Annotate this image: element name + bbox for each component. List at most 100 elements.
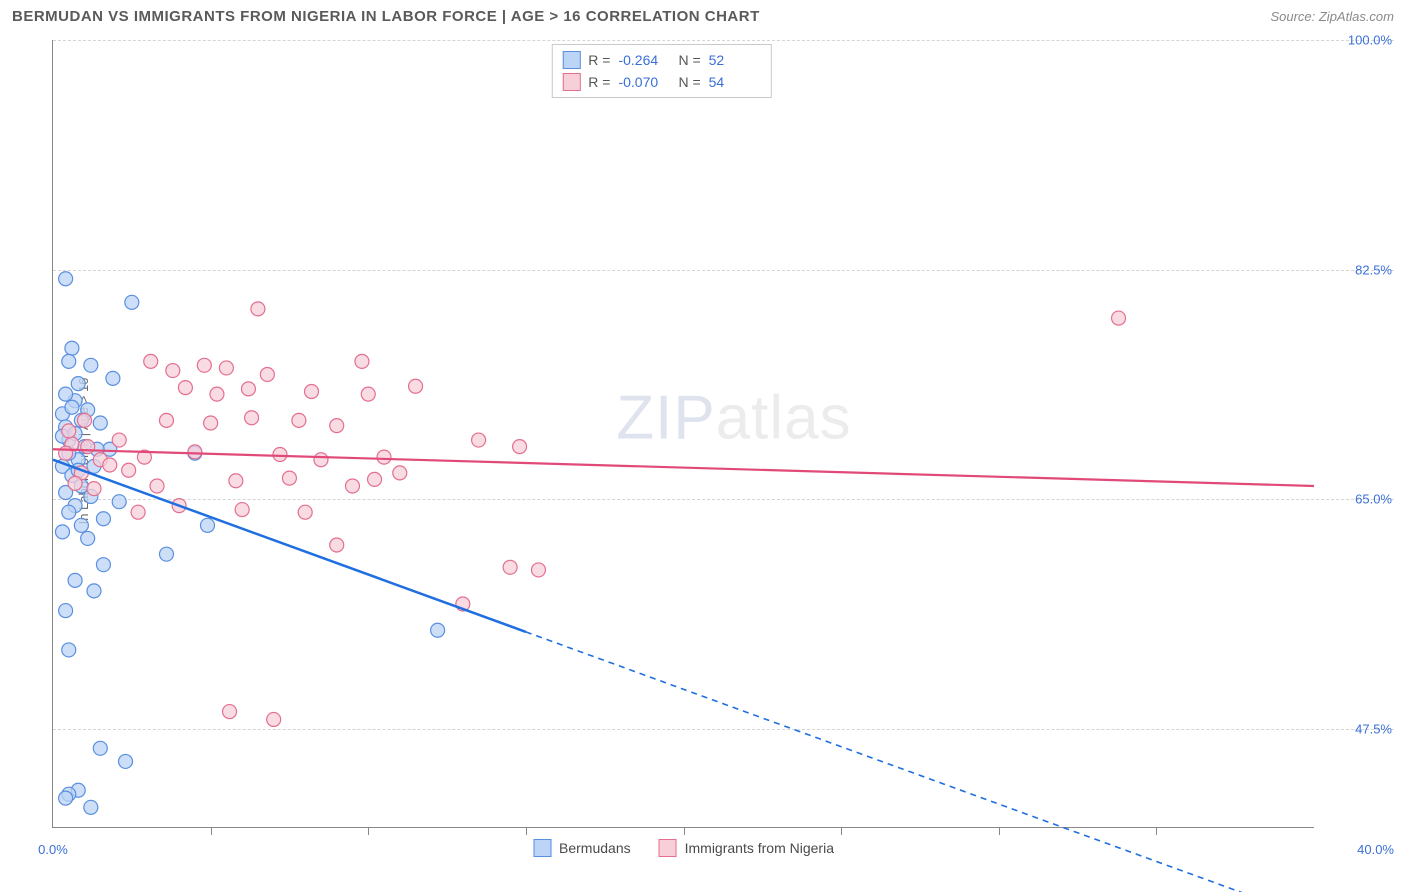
scatter-point-nigeria <box>188 445 202 459</box>
legend-label-bermudans: Bermudans <box>559 840 631 856</box>
scatter-point-nigeria <box>409 379 423 393</box>
scatter-point-nigeria <box>298 505 312 519</box>
legend-swatch-nigeria-icon <box>659 839 677 857</box>
scatter-point-nigeria <box>267 712 281 726</box>
scatter-point-bermudans <box>62 354 76 368</box>
scatter-point-nigeria <box>103 458 117 472</box>
scatter-point-bermudans <box>112 495 126 509</box>
r-value-nigeria: -0.070 <box>618 74 670 90</box>
stats-row-bermudans: R = -0.264 N = 52 <box>562 49 760 71</box>
scatter-point-nigeria <box>131 505 145 519</box>
scatter-point-bermudans <box>68 573 82 587</box>
scatter-point-nigeria <box>59 446 73 460</box>
scatter-point-nigeria <box>210 387 224 401</box>
x-tick <box>841 827 842 835</box>
scatter-point-nigeria <box>531 563 545 577</box>
scatter-point-nigeria <box>282 471 296 485</box>
scatter-point-nigeria <box>223 705 237 719</box>
chart-title: BERMUDAN VS IMMIGRANTS FROM NIGERIA IN L… <box>12 8 760 25</box>
scatter-point-nigeria <box>87 482 101 496</box>
source-prefix: Source: <box>1270 9 1318 24</box>
scatter-point-bermudans <box>65 341 79 355</box>
n-value-bermudans: 52 <box>709 52 761 68</box>
swatch-nigeria-icon <box>562 73 580 91</box>
stats-row-nigeria: R = -0.070 N = 54 <box>562 71 760 93</box>
plot-area: ZIPatlas R = -0.264 N = 52 R = -0.070 N … <box>52 40 1314 828</box>
scatter-point-nigeria <box>229 474 243 488</box>
scatter-point-nigeria <box>355 354 369 368</box>
series-legend: Bermudans Immigrants from Nigeria <box>533 839 834 857</box>
x-tick <box>211 827 212 835</box>
scatter-point-nigeria <box>273 447 287 461</box>
scatter-point-nigeria <box>144 354 158 368</box>
scatter-point-nigeria <box>513 440 527 454</box>
scatter-point-nigeria <box>393 466 407 480</box>
scatter-point-nigeria <box>166 364 180 378</box>
legend-swatch-bermudans-icon <box>533 839 551 857</box>
scatter-point-nigeria <box>472 433 486 447</box>
n-label: N = <box>678 52 700 68</box>
scatter-point-bermudans <box>93 416 107 430</box>
scatter-point-nigeria <box>330 538 344 552</box>
r-label: R = <box>588 52 610 68</box>
scatter-svg <box>53 40 1314 827</box>
scatter-point-nigeria <box>150 479 164 493</box>
scatter-point-nigeria <box>81 440 95 454</box>
scatter-point-nigeria <box>330 419 344 433</box>
scatter-point-bermudans <box>431 623 445 637</box>
scatter-point-nigeria <box>204 416 218 430</box>
scatter-point-bermudans <box>65 400 79 414</box>
scatter-point-bermudans <box>59 272 73 286</box>
y-tick-label: 47.5% <box>1355 721 1392 736</box>
legend-item-bermudans: Bermudans <box>533 839 631 857</box>
scatter-point-bermudans <box>84 358 98 372</box>
scatter-point-nigeria <box>377 450 391 464</box>
scatter-point-nigeria <box>251 302 265 316</box>
scatter-point-bermudans <box>93 741 107 755</box>
scatter-point-nigeria <box>1112 311 1126 325</box>
correlation-stats-box: R = -0.264 N = 52 R = -0.070 N = 54 <box>551 44 771 98</box>
scatter-point-bermudans <box>74 518 88 532</box>
x-tick <box>368 827 369 835</box>
scatter-point-nigeria <box>345 479 359 493</box>
scatter-point-bermudans <box>55 525 69 539</box>
scatter-point-bermudans <box>96 512 110 526</box>
scatter-point-nigeria <box>314 453 328 467</box>
n-value-nigeria: 54 <box>709 74 761 90</box>
legend-item-nigeria: Immigrants from Nigeria <box>659 839 834 857</box>
scatter-point-bermudans <box>200 518 214 532</box>
scatter-point-nigeria <box>197 358 211 372</box>
scatter-point-bermudans <box>119 754 133 768</box>
x-tick <box>526 827 527 835</box>
scatter-point-bermudans <box>71 377 85 391</box>
scatter-point-bermudans <box>59 604 73 618</box>
scatter-point-nigeria <box>235 503 249 517</box>
scatter-point-nigeria <box>219 361 233 375</box>
scatter-point-bermudans <box>62 643 76 657</box>
scatter-point-bermudans <box>125 295 139 309</box>
scatter-point-bermudans <box>59 387 73 401</box>
x-tick <box>999 827 1000 835</box>
swatch-bermudans-icon <box>562 51 580 69</box>
x-max-label: 40.0% <box>1357 842 1394 857</box>
scatter-point-nigeria <box>305 385 319 399</box>
scatter-point-nigeria <box>503 560 517 574</box>
scatter-point-nigeria <box>62 424 76 438</box>
x-tick <box>1156 827 1157 835</box>
scatter-point-nigeria <box>292 413 306 427</box>
scatter-point-nigeria <box>361 387 375 401</box>
scatter-point-nigeria <box>178 381 192 395</box>
y-tick-label: 100.0% <box>1348 33 1392 48</box>
scatter-point-nigeria <box>122 463 136 477</box>
legend-label-nigeria: Immigrants from Nigeria <box>685 840 834 856</box>
scatter-point-bermudans <box>81 531 95 545</box>
scatter-point-nigeria <box>159 413 173 427</box>
scatter-point-bermudans <box>87 584 101 598</box>
x-min-label: 0.0% <box>38 842 68 857</box>
scatter-point-nigeria <box>112 433 126 447</box>
x-tick <box>684 827 685 835</box>
n-label: N = <box>678 74 700 90</box>
scatter-point-bermudans <box>59 791 73 805</box>
scatter-point-nigeria <box>78 413 92 427</box>
scatter-point-bermudans <box>106 371 120 385</box>
